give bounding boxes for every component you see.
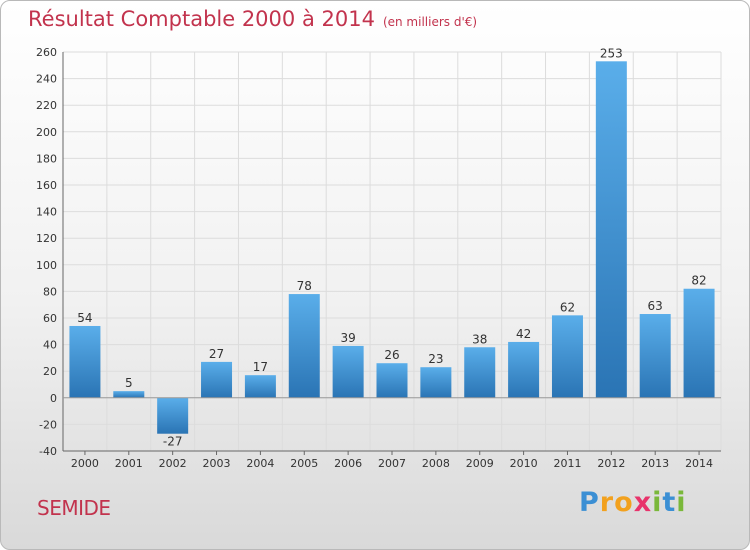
y-tick-label: 200 xyxy=(36,126,57,139)
data-label: 54 xyxy=(77,311,92,325)
x-tick-label: 2010 xyxy=(510,457,538,470)
bar-2006 xyxy=(332,345,364,398)
y-tick-label: 80 xyxy=(43,285,57,298)
x-tick-label: 2001 xyxy=(115,457,143,470)
data-label: 27 xyxy=(209,347,224,361)
chart-title-text: Résultat Comptable 2000 à 2014 xyxy=(28,7,375,31)
x-tick-label: 2006 xyxy=(334,457,362,470)
x-tick-label: 2012 xyxy=(597,457,625,470)
bar-2005 xyxy=(288,294,320,398)
data-label: 5 xyxy=(125,376,133,390)
y-tick-label: -40 xyxy=(39,445,57,458)
bar-2010 xyxy=(508,341,540,398)
bar-2007 xyxy=(376,363,408,398)
data-label: 82 xyxy=(691,274,706,288)
axes: -40 -20 0 20 40 60 80 100 120 140 160 180 200 220 240 2… xyxy=(36,46,721,470)
y-tick-label: 180 xyxy=(36,152,57,165)
x-tick-label: 2007 xyxy=(378,457,406,470)
logo-letter: t xyxy=(662,487,677,518)
bar-2013 xyxy=(639,314,671,398)
y-tick-label: 0 xyxy=(50,392,57,405)
data-label: 42 xyxy=(516,327,531,341)
data-label: 62 xyxy=(560,300,575,314)
chart-title: Résultat Comptable 2000 à 2014 (en millie… xyxy=(28,7,477,31)
bar-2004 xyxy=(244,375,276,398)
bar-2002 xyxy=(157,397,189,434)
data-label: 23 xyxy=(428,352,443,366)
y-tick-label: 160 xyxy=(36,179,57,192)
bar-2000 xyxy=(69,325,101,398)
y-tick-label: 140 xyxy=(36,206,57,219)
logo-letter: i xyxy=(676,487,687,518)
labels: 54 5 -27 27 17 78 39 26 23 38 42 62 253 63 82 xyxy=(77,46,706,448)
y-tick-label: -20 xyxy=(39,418,57,431)
y-tick-label: 220 xyxy=(36,99,57,112)
logo-letter: i xyxy=(652,487,663,518)
y-tick-label: 40 xyxy=(43,339,57,352)
y-tick-label: 20 xyxy=(43,365,57,378)
bar-2003 xyxy=(201,361,233,398)
location-name: SEMIDE xyxy=(37,496,111,520)
data-label: 63 xyxy=(648,299,663,313)
x-tick-label: 2014 xyxy=(685,457,713,470)
x-tick-label: 2013 xyxy=(641,457,669,470)
bar-2011 xyxy=(551,315,583,398)
x-tick-label: 2002 xyxy=(159,457,187,470)
data-label: 26 xyxy=(384,348,399,362)
data-label: 253 xyxy=(600,46,623,60)
bar-2009 xyxy=(464,347,496,398)
y-tick-label: 120 xyxy=(36,232,57,245)
y-tick-label: 260 xyxy=(36,46,57,59)
x-tick-label: 2000 xyxy=(71,457,99,470)
bar-2008 xyxy=(420,367,452,398)
y-tick-label: 240 xyxy=(36,73,57,86)
data-label: 17 xyxy=(253,360,268,374)
proxiti-logo: Proxiti xyxy=(579,487,687,518)
data-label: 38 xyxy=(472,332,487,346)
data-label: 78 xyxy=(297,279,312,293)
x-tick-label: 2009 xyxy=(466,457,494,470)
chart-subtitle: (en milliers d'€) xyxy=(382,15,478,29)
bar-2001 xyxy=(113,391,145,398)
data-label: -27 xyxy=(163,435,183,449)
data-label: 39 xyxy=(340,331,355,345)
y-tick-label: 60 xyxy=(43,312,57,325)
logo-letter: P xyxy=(579,487,600,518)
bar-2012 xyxy=(595,61,627,398)
x-tick-label: 2003 xyxy=(203,457,231,470)
x-tick-label: 2008 xyxy=(422,457,450,470)
logo-letter: x xyxy=(633,487,653,518)
y-tick-label: 100 xyxy=(36,259,57,272)
x-tick-label: 2011 xyxy=(553,457,581,470)
x-tick-label: 2005 xyxy=(290,457,318,470)
bar-2014 xyxy=(683,288,715,398)
logo-letter: o xyxy=(614,487,634,518)
logo-letter: r xyxy=(599,487,615,518)
x-tick-label: 2004 xyxy=(246,457,274,470)
bars xyxy=(69,61,715,434)
